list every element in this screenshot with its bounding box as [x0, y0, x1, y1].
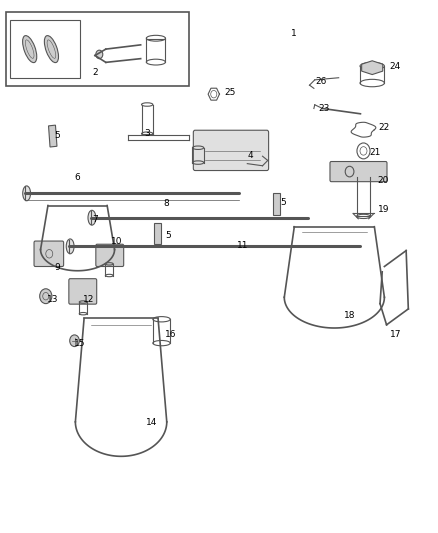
- Text: 19: 19: [378, 205, 389, 214]
- Text: 1: 1: [291, 29, 297, 38]
- Text: 14: 14: [146, 418, 157, 427]
- Text: 16: 16: [165, 330, 176, 339]
- Text: 7: 7: [92, 215, 98, 224]
- Text: 3: 3: [144, 130, 150, 139]
- Text: 26: 26: [316, 77, 327, 86]
- FancyBboxPatch shape: [34, 241, 64, 266]
- Text: 22: 22: [378, 123, 389, 132]
- FancyBboxPatch shape: [96, 244, 124, 266]
- Text: 2: 2: [92, 68, 98, 77]
- Text: 18: 18: [344, 311, 355, 320]
- Text: 21: 21: [369, 148, 381, 157]
- Bar: [154, 223, 161, 244]
- FancyBboxPatch shape: [193, 130, 268, 171]
- Text: 17: 17: [389, 330, 401, 339]
- Circle shape: [96, 50, 103, 59]
- Text: 15: 15: [74, 339, 85, 348]
- Ellipse shape: [66, 239, 74, 254]
- Text: 11: 11: [237, 241, 249, 250]
- Text: 5: 5: [280, 198, 286, 207]
- Text: 9: 9: [54, 263, 60, 272]
- FancyBboxPatch shape: [330, 161, 387, 182]
- Ellipse shape: [44, 36, 59, 62]
- Text: 10: 10: [111, 237, 123, 246]
- Circle shape: [70, 335, 79, 346]
- Text: 12: 12: [83, 295, 94, 304]
- Text: 25: 25: [224, 88, 236, 97]
- Polygon shape: [362, 61, 383, 75]
- Text: 8: 8: [163, 199, 169, 208]
- FancyBboxPatch shape: [6, 12, 188, 86]
- Bar: [49, 125, 57, 147]
- Ellipse shape: [88, 211, 96, 225]
- FancyBboxPatch shape: [69, 279, 97, 304]
- Text: 23: 23: [318, 104, 330, 113]
- Text: 4: 4: [247, 151, 253, 160]
- FancyBboxPatch shape: [10, 20, 80, 78]
- Text: 13: 13: [47, 295, 59, 304]
- Text: 5: 5: [165, 231, 171, 240]
- Text: 6: 6: [74, 173, 81, 182]
- Ellipse shape: [23, 186, 31, 201]
- Ellipse shape: [23, 36, 37, 62]
- Bar: [273, 193, 280, 215]
- Circle shape: [40, 289, 52, 304]
- Text: 5: 5: [54, 131, 60, 140]
- Text: 20: 20: [378, 176, 389, 185]
- Text: 24: 24: [390, 62, 401, 70]
